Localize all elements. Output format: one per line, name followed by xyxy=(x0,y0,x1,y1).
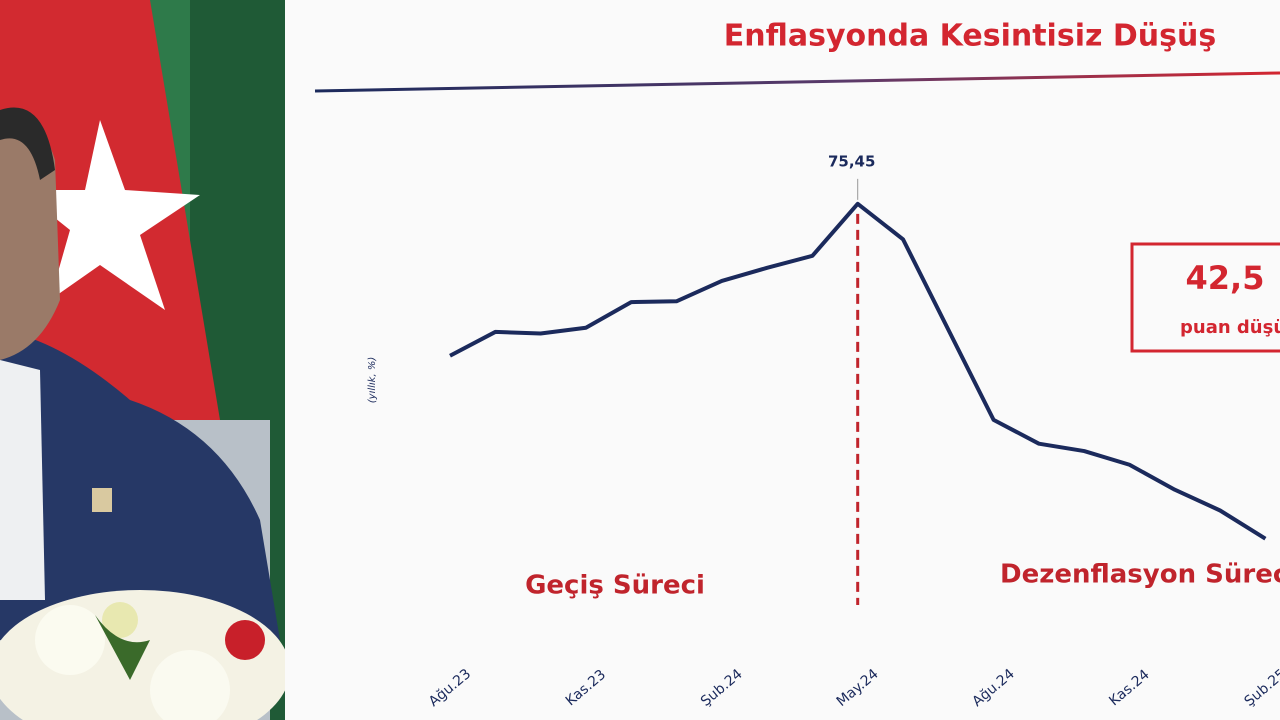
value-label: 75,45 xyxy=(828,152,875,170)
slide xyxy=(285,0,1280,720)
phase-label: Geçiş Süreci xyxy=(525,571,705,601)
line xyxy=(449,201,1267,541)
callout-box xyxy=(1130,242,1280,353)
y-axis-label: (yıllık, %) xyxy=(367,357,378,403)
phase-label: Dezenflasyon Süreci xyxy=(1000,560,1280,590)
callout-text: puan düşüş xyxy=(1180,317,1280,338)
callout-value: 42,5 xyxy=(1186,259,1265,297)
title-rule xyxy=(314,71,1280,93)
chart-title: Enflasyonda Kesintisiz Düşüş xyxy=(724,19,1216,54)
scene xyxy=(0,0,290,720)
